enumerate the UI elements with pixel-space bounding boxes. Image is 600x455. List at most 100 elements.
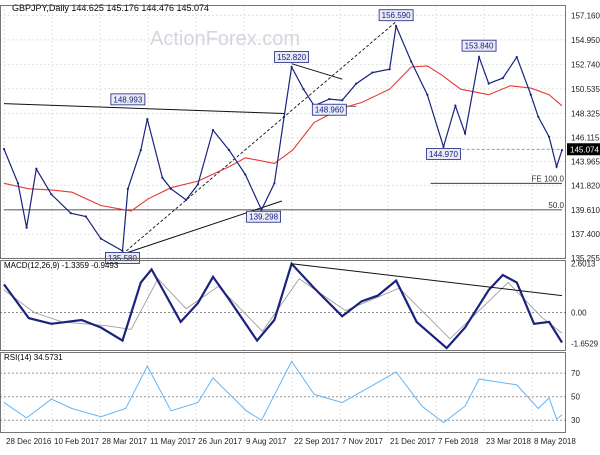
price-point	[555, 165, 558, 168]
macd-label: MACD(12,26,9) -1.3359 -0.9493	[4, 261, 119, 270]
price-point	[69, 212, 72, 215]
panel-frame	[0, 5, 566, 259]
price-point	[529, 93, 532, 96]
price-point	[161, 176, 164, 179]
swing-label-box	[110, 93, 146, 106]
price-point	[196, 183, 199, 186]
macd-tick-label: 0.00	[571, 309, 587, 318]
price-point	[426, 93, 429, 96]
x-tick-label: 7 Nov 2017	[342, 437, 383, 446]
price-point	[501, 76, 504, 80]
price-point	[477, 55, 481, 59]
x-tick-label: 9 Aug 2017	[246, 437, 287, 446]
price-point	[487, 82, 490, 85]
panel-frames	[0, 5, 566, 433]
price-tick-label: 143.965	[571, 158, 600, 167]
x-tick-label: 28 Dec 2016	[6, 437, 52, 446]
swing-label-box	[311, 103, 347, 116]
price-point	[121, 249, 124, 252]
x-tick-label: 28 Mar 2017	[102, 437, 147, 446]
swing-label: 144.970	[429, 150, 458, 159]
price-point	[84, 215, 87, 218]
swing-label: 139.298	[249, 213, 278, 222]
trendline	[3, 103, 285, 115]
price-point	[25, 226, 28, 229]
current-price-tag	[567, 143, 600, 156]
swing-label: 153.840	[465, 42, 494, 51]
price-point	[35, 167, 38, 171]
swing-label-box	[461, 39, 497, 52]
macd-line	[3, 261, 563, 350]
trendline	[122, 200, 283, 255]
price-point	[50, 193, 53, 196]
swing-label-box	[105, 252, 140, 264]
price-point	[388, 68, 391, 71]
price-point	[410, 60, 413, 63]
swing-label-box	[426, 148, 461, 160]
price-point	[2, 147, 6, 151]
price-point	[454, 104, 457, 107]
price-point	[341, 99, 344, 102]
price-tick-label: 148.325	[571, 109, 600, 118]
macd-signal-line	[3, 278, 563, 340]
price-point	[244, 173, 247, 176]
swing-label: 152.820	[277, 53, 306, 62]
price-tick-label: 139.610	[571, 206, 600, 215]
price-point	[371, 71, 374, 74]
price-point	[515, 55, 518, 59]
price-point	[169, 187, 173, 190]
x-tick-label: 21 Dec 2017	[390, 437, 436, 446]
price-point	[211, 129, 215, 132]
price-point	[228, 148, 231, 152]
trendline	[291, 63, 343, 80]
x-tick-label: 8 May 2018	[534, 437, 576, 446]
price-point	[537, 115, 540, 118]
x-tick-label: 11 May 2017	[150, 437, 196, 446]
price-point	[547, 135, 551, 138]
price-tick-label: 157.160	[571, 11, 600, 20]
price-point	[302, 88, 305, 91]
fib-label: FE 100.0	[532, 174, 565, 183]
price-point	[273, 182, 276, 185]
price-tick-label: 135.255	[571, 254, 600, 263]
macd-tick-label: -1.6529	[571, 339, 599, 348]
price-tick-label: 137.400	[571, 230, 600, 239]
x-tick-label: 10 Feb 2017	[54, 437, 99, 446]
moving-average-line	[3, 65, 563, 212]
swing-label-box	[378, 9, 414, 22]
price-point	[16, 182, 20, 185]
rsi-tick-label: 50	[571, 393, 580, 402]
price-point	[328, 98, 331, 101]
x-tick-label: 26 Jun 2017	[198, 437, 243, 446]
x-tick-label: 22 Sep 2017	[294, 437, 340, 446]
swing-label: 148.993	[113, 95, 142, 104]
x-tick-label: 23 Mar 2018	[486, 437, 531, 446]
swing-label-box	[246, 210, 282, 223]
price-point	[355, 82, 358, 85]
price-point	[146, 117, 149, 121]
price-tick-label: 146.115	[571, 134, 600, 143]
fib-label: 50.0	[548, 201, 564, 210]
price-tick-label: 141.820	[571, 181, 600, 190]
swing-label: 148.960	[315, 106, 344, 115]
price-point	[560, 148, 564, 152]
price-point	[463, 132, 467, 135]
rsi-label: RSI(14) 34.5731	[4, 353, 63, 362]
rsi-line	[3, 360, 563, 424]
price-tick-label: 152.740	[571, 60, 600, 69]
panel-frame	[0, 352, 566, 433]
macd-panel: MACD(12,26,9) -1.3359 -0.9493	[0, 261, 566, 350]
axis-layer: 28 Dec 2016 10 Feb 2017 28 Mar 2017 11 May …	[6, 11, 600, 446]
rsi-tick-label: 30	[571, 416, 580, 425]
price-point	[282, 115, 286, 118]
price-point	[260, 208, 263, 211]
macd-tick-label: 2.6013	[571, 260, 596, 269]
price-point	[184, 198, 188, 202]
price-point	[139, 148, 142, 152]
price-tick-label: 150.535	[571, 85, 600, 94]
price-point	[99, 237, 103, 240]
panel-frame	[0, 260, 566, 351]
watermark: ActionForex.com	[150, 28, 300, 50]
price-point	[442, 145, 445, 148]
